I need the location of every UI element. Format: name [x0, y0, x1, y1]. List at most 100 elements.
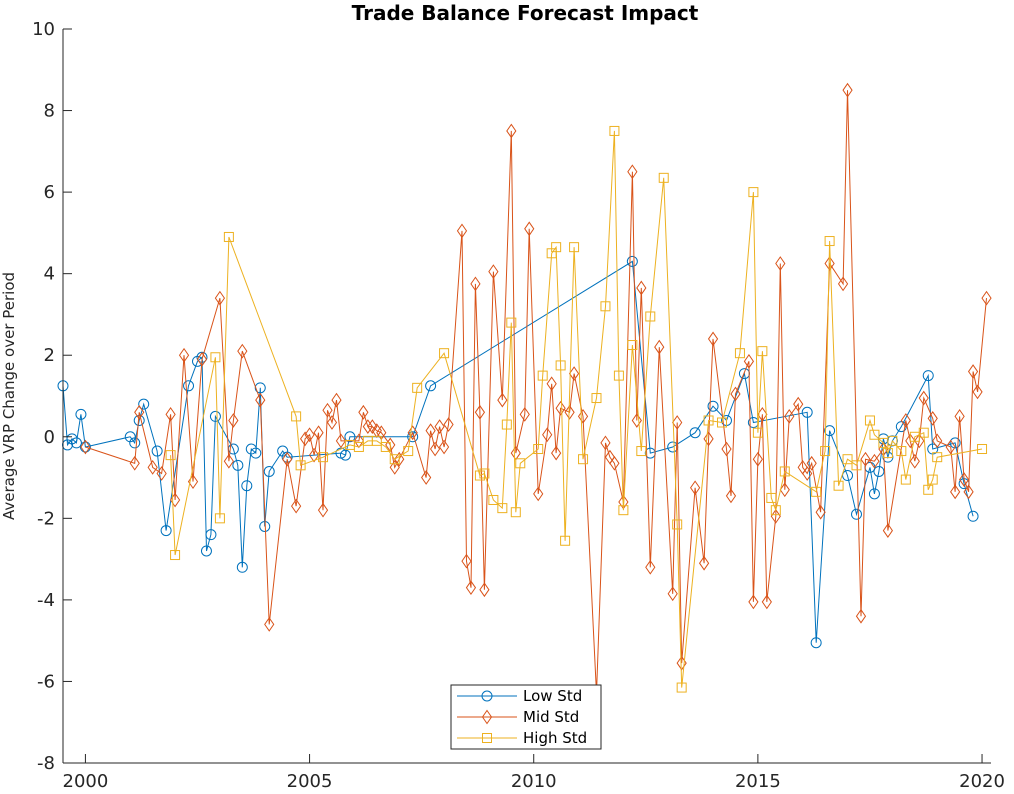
data-point	[147, 459, 158, 475]
data-point	[676, 682, 687, 693]
data-point	[806, 455, 817, 471]
data-point	[151, 445, 163, 457]
data-point	[367, 419, 378, 434]
data-point	[654, 339, 665, 355]
data-point	[200, 545, 212, 557]
y-tick-label: -2	[37, 508, 55, 529]
data-point	[905, 433, 916, 449]
data-point	[228, 413, 239, 428]
data-point	[465, 580, 477, 596]
data-point	[524, 221, 535, 237]
data-point	[824, 236, 835, 247]
data-point	[578, 454, 589, 465]
data-point	[882, 523, 893, 538]
data-point	[515, 458, 526, 469]
data-point	[784, 409, 795, 424]
data-point	[542, 427, 553, 443]
data-point	[479, 582, 490, 598]
data-point	[869, 453, 880, 469]
data-point	[698, 555, 710, 571]
data-point	[129, 455, 140, 471]
data-point	[497, 503, 508, 514]
legend-marker	[481, 690, 493, 702]
data-point	[546, 376, 557, 392]
data-point	[752, 451, 763, 467]
data-point	[627, 164, 638, 180]
data-point	[497, 392, 508, 408]
data-point	[748, 187, 759, 198]
data-point	[631, 413, 642, 428]
data-point	[380, 441, 391, 452]
data-point	[636, 446, 647, 457]
data-point	[456, 223, 468, 239]
x-tick-label: 2000	[63, 771, 109, 792]
data-point	[873, 465, 885, 477]
data-point	[600, 435, 611, 451]
data-point	[156, 466, 167, 481]
data-point	[196, 351, 208, 367]
data-point	[394, 451, 405, 467]
data-point	[75, 408, 87, 420]
data-point	[577, 409, 589, 424]
y-tick-label: 2	[44, 345, 55, 366]
data-point	[501, 419, 512, 430]
data-point	[209, 410, 221, 422]
data-point	[313, 425, 324, 441]
data-point	[770, 505, 781, 516]
x-tick-label: 2020	[959, 771, 1005, 792]
data-point	[609, 455, 620, 471]
data-point	[887, 435, 898, 446]
data-point	[801, 406, 813, 418]
data-point	[824, 425, 836, 437]
data-point	[70, 437, 82, 449]
legend-entry: High Std	[457, 729, 587, 747]
data-point	[291, 411, 302, 422]
data-point	[967, 510, 979, 522]
data-point	[555, 360, 566, 371]
data-point	[555, 400, 566, 416]
data-point	[264, 616, 275, 632]
data-point	[922, 370, 934, 382]
data-point	[981, 290, 992, 306]
data-point	[811, 486, 822, 497]
data-point	[927, 474, 938, 485]
data-point	[299, 431, 311, 447]
data-point	[909, 453, 920, 469]
data-point	[568, 366, 580, 381]
data-point	[972, 384, 983, 400]
data-point	[766, 492, 777, 503]
chart-title: Trade Balance Forecast Impact	[352, 1, 699, 25]
data-point	[932, 452, 943, 463]
data-point	[757, 346, 768, 357]
series-mid-std	[80, 82, 992, 702]
data-point	[322, 402, 333, 418]
data-point	[236, 561, 248, 573]
data-point	[927, 411, 938, 426]
data-point	[837, 276, 849, 292]
data-point	[318, 452, 329, 463]
data-point	[851, 460, 862, 471]
data-point	[429, 441, 441, 457]
data-point	[690, 480, 701, 496]
data-point	[815, 504, 826, 520]
y-tick-label: 4	[44, 264, 55, 285]
data-point	[963, 484, 974, 500]
data-point	[241, 480, 253, 492]
data-point	[178, 347, 190, 363]
data-point	[210, 352, 221, 363]
data-point	[770, 508, 781, 524]
data-point	[932, 433, 943, 449]
data-point	[470, 276, 481, 292]
data-point	[793, 396, 804, 412]
data-point	[403, 446, 414, 457]
data-point	[331, 392, 342, 408]
data-point	[977, 444, 988, 455]
data-point	[882, 448, 893, 459]
data-point	[645, 559, 656, 575]
legend-marker	[482, 733, 492, 743]
data-point	[717, 417, 728, 428]
data-point	[488, 264, 499, 280]
data-point	[510, 507, 521, 518]
data-point	[569, 242, 580, 253]
